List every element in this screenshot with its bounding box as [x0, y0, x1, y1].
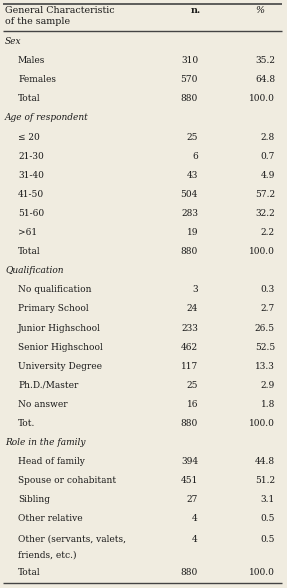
- Text: 41-50: 41-50: [18, 190, 44, 199]
- Text: Age of respondent: Age of respondent: [5, 113, 89, 122]
- Text: 0.5: 0.5: [261, 534, 275, 543]
- Text: 4: 4: [192, 534, 198, 543]
- Text: 21-30: 21-30: [18, 152, 44, 161]
- Text: Total: Total: [18, 568, 41, 577]
- Text: 4: 4: [192, 514, 198, 523]
- Text: Total: Total: [18, 94, 41, 103]
- Text: 100.0: 100.0: [249, 568, 275, 577]
- Text: 0.7: 0.7: [261, 152, 275, 161]
- Text: 31-40: 31-40: [18, 171, 44, 180]
- Text: 2.2: 2.2: [261, 228, 275, 237]
- Text: 2.9: 2.9: [261, 381, 275, 390]
- Text: 451: 451: [181, 476, 198, 485]
- Text: 57.2: 57.2: [255, 190, 275, 199]
- Text: 27: 27: [187, 495, 198, 505]
- Text: 462: 462: [181, 343, 198, 352]
- Text: Total: Total: [18, 247, 41, 256]
- Text: 880: 880: [181, 247, 198, 256]
- Text: 24: 24: [187, 305, 198, 313]
- Text: 51-60: 51-60: [18, 209, 44, 218]
- Text: 43: 43: [187, 171, 198, 180]
- Text: 19: 19: [187, 228, 198, 237]
- Text: Males: Males: [18, 56, 45, 65]
- Text: Tot.: Tot.: [18, 419, 35, 428]
- Text: 52.5: 52.5: [255, 343, 275, 352]
- Text: 880: 880: [181, 568, 198, 577]
- Text: 310: 310: [181, 56, 198, 65]
- Text: Role in the family: Role in the family: [5, 438, 86, 447]
- Text: General Characteristic
of the sample: General Characteristic of the sample: [5, 6, 115, 26]
- Text: 283: 283: [181, 209, 198, 218]
- Text: ≤ 20: ≤ 20: [18, 132, 40, 142]
- Text: 100.0: 100.0: [249, 247, 275, 256]
- Text: 2.7: 2.7: [261, 305, 275, 313]
- Text: 13.3: 13.3: [255, 362, 275, 370]
- Text: Sex: Sex: [5, 37, 22, 46]
- Text: 504: 504: [181, 190, 198, 199]
- Text: 880: 880: [181, 94, 198, 103]
- Text: 6: 6: [192, 152, 198, 161]
- Text: 394: 394: [181, 457, 198, 466]
- Text: n.: n.: [191, 6, 201, 15]
- Text: 16: 16: [187, 400, 198, 409]
- Text: 25: 25: [187, 132, 198, 142]
- Text: 26.5: 26.5: [255, 323, 275, 332]
- Text: 2.8: 2.8: [261, 132, 275, 142]
- Text: 25: 25: [187, 381, 198, 390]
- Text: 0.5: 0.5: [261, 514, 275, 523]
- Text: Other relative: Other relative: [18, 514, 83, 523]
- Text: 35.2: 35.2: [255, 56, 275, 65]
- Text: Ph.D./Master: Ph.D./Master: [18, 381, 78, 390]
- Text: 100.0: 100.0: [249, 419, 275, 428]
- Text: 233: 233: [181, 323, 198, 332]
- Text: Spouse or cohabitant: Spouse or cohabitant: [18, 476, 116, 485]
- Text: 44.8: 44.8: [255, 457, 275, 466]
- Text: 880: 880: [181, 419, 198, 428]
- Text: University Degree: University Degree: [18, 362, 102, 370]
- Text: Head of family: Head of family: [18, 457, 85, 466]
- Text: >61: >61: [18, 228, 37, 237]
- Text: 1.8: 1.8: [261, 400, 275, 409]
- Text: Other (servants, valets,: Other (servants, valets,: [18, 534, 126, 543]
- Text: No answer: No answer: [18, 400, 68, 409]
- Text: 3: 3: [192, 285, 198, 295]
- Text: Junior Highschool: Junior Highschool: [18, 323, 101, 332]
- Text: 0.3: 0.3: [261, 285, 275, 295]
- Text: friends, etc.): friends, etc.): [18, 551, 77, 560]
- Text: 32.2: 32.2: [255, 209, 275, 218]
- Text: 51.2: 51.2: [255, 476, 275, 485]
- Text: No qualification: No qualification: [18, 285, 92, 295]
- Text: Qualification: Qualification: [5, 266, 63, 275]
- Text: 100.0: 100.0: [249, 94, 275, 103]
- Text: 64.8: 64.8: [255, 75, 275, 84]
- Text: %: %: [255, 6, 265, 15]
- Text: Sibling: Sibling: [18, 495, 50, 505]
- Text: 117: 117: [181, 362, 198, 370]
- Text: 570: 570: [181, 75, 198, 84]
- Text: Females: Females: [18, 75, 56, 84]
- Text: Senior Highschool: Senior Highschool: [18, 343, 103, 352]
- Text: Primary School: Primary School: [18, 305, 89, 313]
- Text: 3.1: 3.1: [261, 495, 275, 505]
- Text: 4.9: 4.9: [261, 171, 275, 180]
